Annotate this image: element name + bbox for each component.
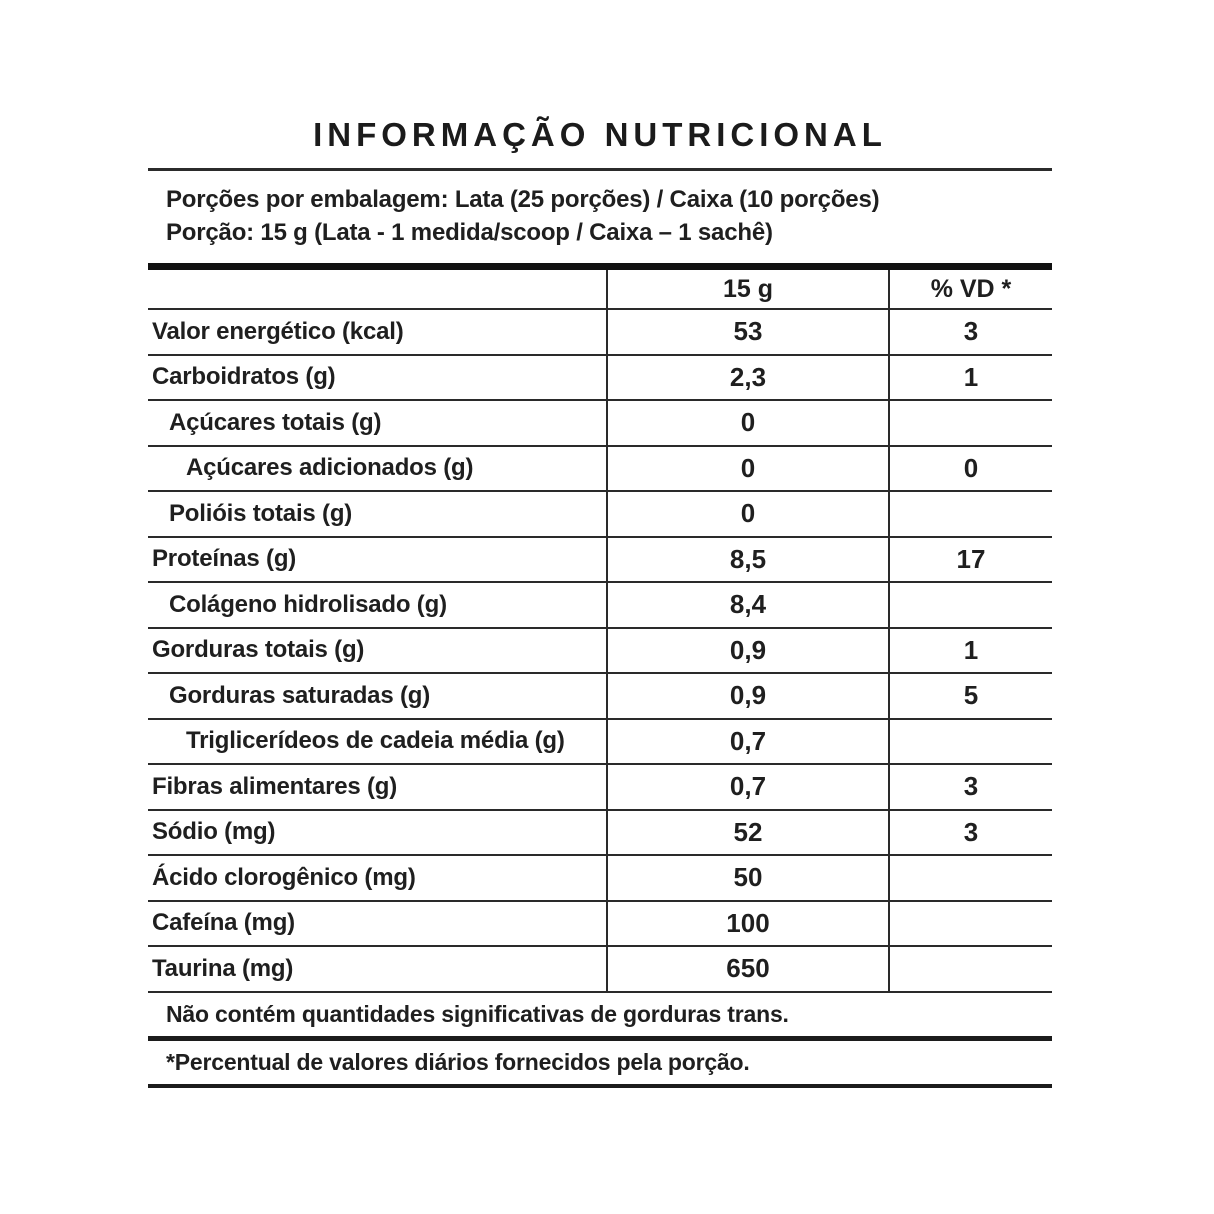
row-label: Açúcares adicionados (g) xyxy=(186,454,474,482)
row-label: Gorduras saturadas (g) xyxy=(169,681,430,709)
serving-info: Porções por embalagem: Lata (25 porções)… xyxy=(148,171,1052,263)
row-value-15g: 8,5 xyxy=(606,537,888,581)
title-divider xyxy=(148,168,1052,171)
row-value-15g: 0,7 xyxy=(606,765,888,809)
row-value-vd: 0 xyxy=(888,446,1052,490)
row-label: Taurina (mg) xyxy=(152,954,294,982)
row-value-vd xyxy=(888,856,1052,900)
row-value-vd: 1 xyxy=(888,355,1052,399)
table-row: Valor energético (kcal) 53 3 xyxy=(148,310,1052,356)
row-value-vd xyxy=(888,901,1052,945)
row-label: Gorduras totais (g) xyxy=(152,636,365,664)
row-value-15g: 0 xyxy=(606,492,888,536)
row-value-15g: 100 xyxy=(606,901,888,945)
table-header-row: 15 g % VD * xyxy=(148,270,1052,310)
row-value-vd xyxy=(888,401,1052,445)
page-title: INFORMAÇÃO NUTRICIONAL xyxy=(313,116,887,153)
row-value-15g: 0 xyxy=(606,446,888,490)
row-label: Cafeína (mg) xyxy=(152,909,295,937)
row-value-15g: 53 xyxy=(606,310,888,354)
table-row: Ácido clorogênico (mg) 50 xyxy=(148,856,1052,902)
row-value-vd: 17 xyxy=(888,537,1052,581)
row-label: Carboidratos (g) xyxy=(152,363,336,391)
row-value-15g: 2,3 xyxy=(606,355,888,399)
row-value-vd xyxy=(888,583,1052,627)
row-value-vd xyxy=(888,947,1052,991)
row-value-15g: 0,9 xyxy=(606,674,888,718)
row-label: Açúcares totais (g) xyxy=(169,408,382,436)
row-label: Proteínas (g) xyxy=(152,545,297,573)
table-row: Polióis totais (g) 0 xyxy=(148,492,1052,538)
row-label: Colágeno hidrolisado (g) xyxy=(169,590,447,618)
table-row: Carboidratos (g) 2,3 1 xyxy=(148,355,1052,401)
table-row: Proteínas (g) 8,5 17 xyxy=(148,537,1052,583)
row-label: Sódio (mg) xyxy=(152,818,276,846)
daily-value-note: *Percentual de valores diários fornecido… xyxy=(166,1048,750,1075)
serving-size: Porção: 15 g (Lata - 1 medida/scoop / Ca… xyxy=(166,219,773,246)
trans-fat-note: Não contém quantidades significativas de… xyxy=(166,1000,789,1027)
row-value-vd xyxy=(888,719,1052,763)
row-value-15g: 52 xyxy=(606,810,888,854)
table-row: Colágeno hidrolisado (g) 8,4 xyxy=(148,583,1052,629)
row-value-vd: 1 xyxy=(888,628,1052,672)
table-row: Açúcares adicionados (g) 0 0 xyxy=(148,446,1052,492)
row-label: Ácido clorogênico (mg) xyxy=(152,863,416,891)
nutrition-label: INFORMAÇÃO NUTRICIONAL Porções por embal… xyxy=(148,0,1052,1088)
row-value-vd: 3 xyxy=(888,310,1052,354)
footnote-divider xyxy=(148,1035,1052,1041)
table-row: Açúcares totais (g) 0 xyxy=(148,401,1052,447)
table-row: Fibras alimentares (g) 0,7 3 xyxy=(148,765,1052,811)
row-value-vd: 5 xyxy=(888,674,1052,718)
nutrition-table: 15 g % VD * Valor energético (kcal) 53 3… xyxy=(148,270,1052,993)
header-daily-value: % VD * xyxy=(888,270,1052,308)
row-value-15g: 8,4 xyxy=(606,583,888,627)
row-value-vd xyxy=(888,492,1052,536)
bottom-rule xyxy=(148,1083,1052,1088)
header-amount: 15 g xyxy=(606,270,888,308)
table-row: Sódio (mg) 52 3 xyxy=(148,810,1052,856)
row-value-vd: 3 xyxy=(888,810,1052,854)
table-row: Taurina (mg) 650 xyxy=(148,947,1052,993)
row-value-15g: 50 xyxy=(606,856,888,900)
row-value-vd: 3 xyxy=(888,765,1052,809)
row-label: Fibras alimentares (g) xyxy=(152,772,398,800)
table-row: Gorduras saturadas (g) 0,9 5 xyxy=(148,674,1052,720)
row-value-15g: 0 xyxy=(606,401,888,445)
table-row: Triglicerídeos de cadeia média (g) 0,7 xyxy=(148,719,1052,765)
row-label: Valor energético (kcal) xyxy=(152,317,404,345)
table-row: Cafeína (mg) 100 xyxy=(148,901,1052,947)
row-value-15g: 0,7 xyxy=(606,719,888,763)
table-body: Valor energético (kcal) 53 3 Carboidrato… xyxy=(148,310,1052,993)
row-value-15g: 0,9 xyxy=(606,628,888,672)
row-value-15g: 650 xyxy=(606,947,888,991)
servings-per-package: Porções por embalagem: Lata (25 porções)… xyxy=(166,186,880,213)
table-top-bar xyxy=(148,263,1052,270)
table-row: Gorduras totais (g) 0,9 1 xyxy=(148,628,1052,674)
row-label: Triglicerídeos de cadeia média (g) xyxy=(186,727,565,755)
row-label: Polióis totais (g) xyxy=(169,499,353,527)
